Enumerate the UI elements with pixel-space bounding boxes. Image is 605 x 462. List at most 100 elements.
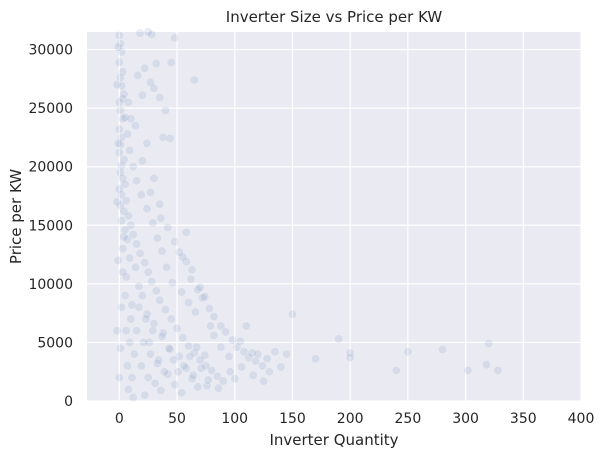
- data-point: [239, 347, 249, 357]
- data-point: [149, 319, 159, 329]
- data-point: [120, 179, 130, 189]
- data-point: [163, 223, 173, 233]
- data-point: [140, 63, 150, 73]
- data-point: [437, 344, 447, 354]
- data-point: [118, 244, 128, 254]
- data-point: [160, 305, 170, 315]
- data-point: [170, 380, 180, 390]
- data-point: [137, 90, 147, 100]
- data-point: [132, 176, 142, 186]
- data-point: [148, 326, 158, 336]
- data-point: [113, 255, 123, 265]
- data-point: [135, 248, 145, 258]
- data-point: [115, 73, 125, 83]
- data-point: [121, 272, 131, 282]
- data-point: [164, 343, 174, 353]
- y-tick-label: 15000: [28, 218, 73, 234]
- data-point: [114, 57, 124, 67]
- data-point: [345, 348, 355, 358]
- data-point: [178, 333, 188, 343]
- data-point: [216, 342, 226, 352]
- data-point: [132, 326, 142, 336]
- data-point: [186, 274, 196, 284]
- data-point: [124, 97, 134, 107]
- data-point: [130, 262, 140, 272]
- data-point: [188, 370, 198, 380]
- data-point: [135, 28, 145, 38]
- data-point: [134, 302, 144, 312]
- data-point: [113, 42, 123, 52]
- x-tick-label: 200: [337, 411, 364, 427]
- data-point: [136, 190, 146, 200]
- data-point: [128, 230, 138, 240]
- data-point: [114, 148, 124, 158]
- data-point: [143, 267, 153, 277]
- data-point: [484, 339, 494, 349]
- data-point: [126, 114, 136, 124]
- data-point: [119, 155, 129, 165]
- data-point: [224, 351, 234, 361]
- data-point: [142, 309, 152, 319]
- data-point: [170, 33, 180, 43]
- data-point: [121, 326, 131, 336]
- data-point: [115, 139, 125, 149]
- data-point: [165, 344, 175, 354]
- data-point: [149, 173, 159, 183]
- data-point: [118, 94, 128, 104]
- data-point: [167, 278, 177, 288]
- data-point: [187, 374, 197, 384]
- data-point: [127, 300, 137, 310]
- data-point: [195, 355, 205, 365]
- data-point: [189, 348, 199, 358]
- y-tick-label: 10000: [28, 277, 73, 293]
- data-point: [120, 225, 130, 235]
- data-point: [177, 287, 187, 297]
- data-point: [193, 285, 203, 295]
- data-point: [145, 77, 155, 87]
- data-point: [124, 211, 134, 221]
- x-tick-label: 50: [168, 411, 186, 427]
- data-points: [112, 27, 503, 402]
- data-point: [204, 303, 214, 313]
- data-point: [251, 356, 261, 366]
- data-point: [311, 354, 321, 364]
- data-point: [114, 97, 124, 107]
- x-tick-label: 0: [115, 411, 124, 427]
- data-point: [155, 295, 165, 305]
- data-point: [214, 383, 224, 393]
- data-point: [345, 353, 355, 363]
- data-point: [115, 168, 125, 178]
- data-point: [117, 81, 127, 91]
- data-point: [130, 121, 140, 131]
- data-point: [262, 354, 272, 364]
- data-point: [177, 388, 187, 398]
- data-point: [114, 373, 124, 383]
- data-point: [155, 93, 165, 103]
- data-point: [117, 161, 127, 171]
- data-point: [115, 200, 125, 210]
- data-point: [165, 134, 175, 144]
- data-point: [225, 367, 235, 377]
- data-point: [158, 132, 168, 142]
- data-point: [145, 187, 155, 197]
- data-point: [119, 206, 129, 216]
- data-point: [118, 114, 128, 124]
- y-tick-labels: 0 5000 10000 15000 20000 25000 30000: [28, 43, 73, 410]
- data-point: [209, 330, 219, 340]
- data-point: [115, 105, 125, 115]
- data-point: [158, 328, 168, 338]
- data-point: [174, 247, 184, 257]
- data-point: [200, 292, 210, 302]
- data-point: [149, 83, 159, 93]
- data-point: [117, 216, 127, 226]
- data-point: [192, 342, 202, 352]
- data-point: [118, 267, 128, 277]
- data-point: [117, 302, 127, 312]
- data-point: [114, 184, 124, 194]
- data-point: [162, 262, 172, 272]
- data-point: [244, 353, 254, 363]
- y-tick-label: 20000: [28, 160, 73, 176]
- data-point: [463, 366, 473, 376]
- data-point: [216, 321, 226, 331]
